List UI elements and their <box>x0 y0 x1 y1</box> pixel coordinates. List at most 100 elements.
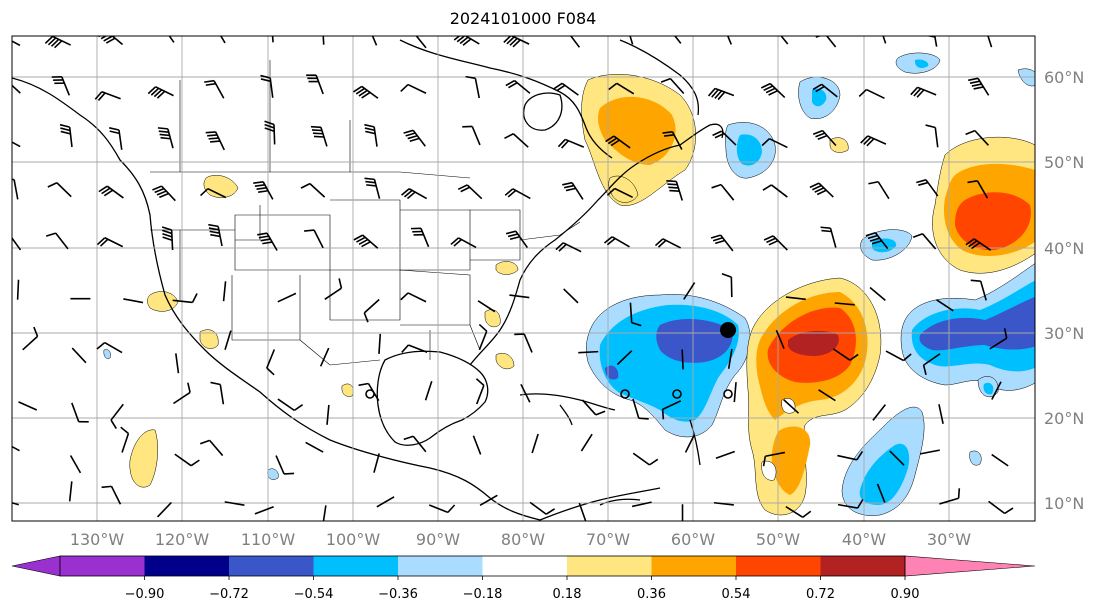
wind-barb <box>608 82 635 95</box>
anomaly-cold-greenland-sea <box>798 52 1035 120</box>
wind-barb <box>869 286 886 302</box>
wind-barb <box>834 302 855 306</box>
wind-barb <box>837 450 864 461</box>
wind-barb <box>120 426 130 453</box>
lon-label: 90°W <box>416 530 460 549</box>
lon-label: 30°W <box>927 530 971 549</box>
wind-barb <box>763 235 788 251</box>
lon-label: 40°W <box>842 530 886 549</box>
wind-barb <box>16 279 20 300</box>
wind-barb <box>168 36 175 43</box>
wind-barb <box>157 127 174 149</box>
wind-barb <box>919 449 940 455</box>
wind-barb <box>260 74 274 98</box>
wind-barb <box>713 501 734 506</box>
wind-barb <box>304 229 324 249</box>
wind-barb <box>505 230 528 249</box>
wind-barb <box>569 36 581 48</box>
colorbar-segment <box>313 556 398 576</box>
wind-barb <box>812 83 838 98</box>
wind-barb <box>504 133 529 148</box>
wind-barb <box>629 302 642 327</box>
track-marker <box>672 389 682 399</box>
track-marker <box>365 389 375 399</box>
wind-barb <box>403 435 427 453</box>
colorbar-extend-max <box>904 555 1036 577</box>
wind-barb <box>936 299 954 312</box>
wind-barb <box>277 292 297 303</box>
wind-barb <box>453 36 480 46</box>
anomaly-cold-sargasso <box>586 294 751 438</box>
wind-barb <box>785 505 812 518</box>
wind-barb <box>69 455 82 474</box>
wind-barb <box>967 180 989 199</box>
wind-barb <box>300 182 326 198</box>
wind-barb <box>401 344 428 353</box>
wind-barb <box>353 234 379 249</box>
wind-barb <box>410 227 430 248</box>
colorbar-extend-min <box>11 555 61 577</box>
lat-label: 50°N <box>1044 153 1084 172</box>
wind-barb <box>12 445 20 452</box>
wind-barb <box>204 79 225 99</box>
wind-barb <box>322 36 325 45</box>
storm-track-markers <box>365 322 736 399</box>
wind-barb <box>726 36 733 45</box>
wind-barb <box>400 292 427 303</box>
lon-label: 120°W <box>155 530 210 549</box>
wind-barb <box>860 135 887 147</box>
wind-barb <box>721 272 733 298</box>
anomaly-small-patches <box>103 137 982 488</box>
wind-barb <box>660 77 685 95</box>
wind-barb <box>123 298 144 304</box>
wind-barb <box>403 129 426 147</box>
wind-barb <box>457 184 483 200</box>
wind-barb <box>912 233 937 250</box>
lon-label: 70°W <box>586 530 630 549</box>
wind-barb <box>514 333 533 353</box>
colorbar-tick-label: −0.36 <box>378 587 418 602</box>
wind-barb <box>257 232 278 251</box>
wind-barb <box>520 383 531 403</box>
longitude-labels: 130°W 120°W 110°W 100°W 90°W 80°W 70°W 6… <box>70 530 971 549</box>
wind-barb <box>110 403 124 429</box>
wind-barb <box>152 185 176 202</box>
wind-barb <box>968 77 990 96</box>
colorbar-segment <box>651 556 736 576</box>
wind-barb <box>264 120 276 145</box>
wind-barb <box>12 141 21 148</box>
wind-barb <box>200 187 227 199</box>
wind-barb <box>224 501 245 506</box>
wind-barb <box>59 123 73 148</box>
wind-barb <box>68 481 73 502</box>
wind-barb <box>462 125 481 146</box>
wind-barb <box>478 323 488 351</box>
wind-barb <box>988 500 1014 515</box>
colorbar-segment <box>567 556 652 576</box>
wind-barb <box>324 278 343 300</box>
wind-barb <box>156 501 172 518</box>
wind-barb <box>424 381 433 401</box>
wind-barb <box>208 223 223 247</box>
wind-barb <box>224 330 232 351</box>
wind-barb <box>172 293 198 304</box>
lat-label: 10°N <box>1044 494 1084 513</box>
lat-label: 20°N <box>1044 409 1084 428</box>
wind-barb <box>858 88 885 100</box>
wind-barb <box>938 404 944 424</box>
wind-barb <box>629 36 634 45</box>
wind-barb <box>733 382 737 403</box>
wind-barb <box>916 179 939 197</box>
wind-barb <box>45 232 69 250</box>
wind-barb <box>101 485 122 505</box>
wind-barb <box>965 238 992 251</box>
wind-barb <box>322 505 327 521</box>
wind-barb <box>503 36 530 48</box>
wind-barb <box>631 501 652 508</box>
wind-barb <box>18 401 38 411</box>
wind-barb <box>364 177 381 199</box>
wind-barb <box>727 348 733 369</box>
colorbar-tick-label: 0.90 <box>891 587 920 602</box>
wind-barb <box>762 184 788 198</box>
